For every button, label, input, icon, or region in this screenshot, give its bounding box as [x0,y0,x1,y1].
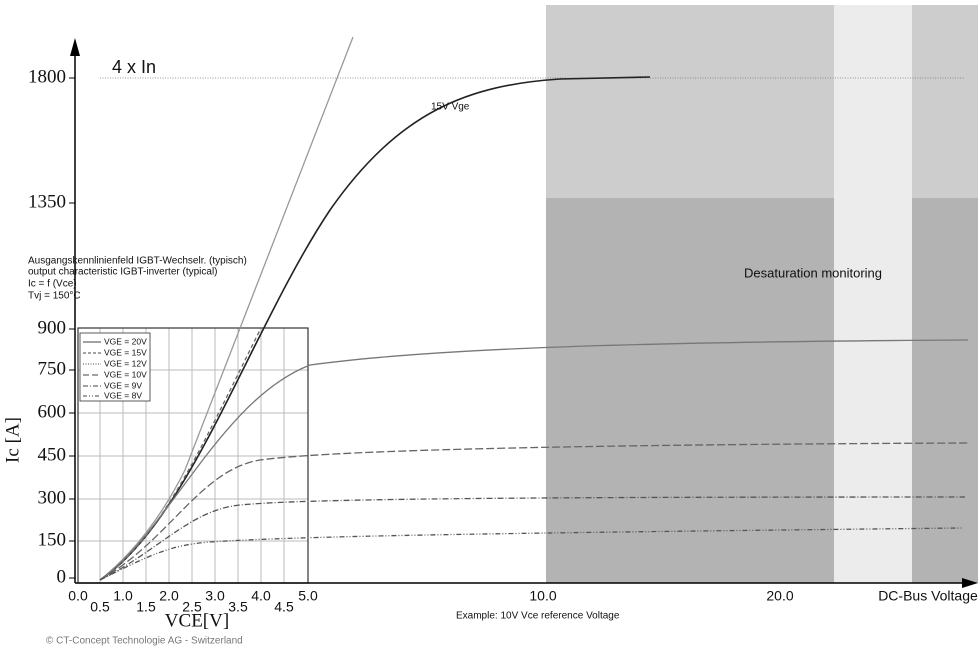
x-tick-label: 2.5 [182,599,202,615]
inset-line: output characteristic IGBT-inverter (typ… [28,267,218,278]
x-tick-label: 5.0 [298,588,318,604]
x-tick-label: 20.0 [766,588,793,604]
example-label: Example: 10V Vce reference Voltage [456,611,620,622]
region-top [546,5,834,198]
y-tick-label: 300 [38,487,67,508]
x-tick-label: 3.5 [228,599,248,615]
x-end-label: DC-Bus Voltage [878,588,978,604]
y-ticks: 0 150 300 450 600 750 900 1350 1800 [28,66,75,587]
legend: VGE = 20V VGE = 15V VGE = 12V VGE = 10V … [104,336,147,400]
legend-entry: VGE = 9V [104,380,142,390]
x-tick-label: 3.0 [205,588,225,604]
y-tick-label: 1800 [28,66,66,87]
curve-15v-vge [99,76,651,581]
legend-entry: VGE = 10V [104,369,147,379]
x-tick-label: 0.0 [68,588,88,604]
curves [99,36,969,581]
legend-entry: VGE = 20V [104,336,147,346]
y-tick-label: 600 [38,401,67,422]
x-tick-label: 0.5 [90,599,110,615]
curve-12v [99,339,969,581]
y-tick-label: 900 [38,317,67,338]
y-tick-label: 1350 [28,191,66,212]
region-bottom [912,198,978,583]
y-tick-label: 750 [38,358,67,379]
curve-8v [99,527,963,581]
inset-line: Ausgangskennlinienfeld IGBT-Wechselr. (t… [28,256,247,267]
legend-entry: VGE = 8V [104,390,142,400]
legend-swatches [83,341,101,397]
y-axis-title: Ic [A] [2,417,23,463]
region-gap [834,5,912,583]
y-tick-label: 0 [57,566,67,587]
region-bottom [546,198,834,583]
region-label: Desaturation monitoring [744,265,882,280]
legend-entry: VGE = 15V [104,347,147,357]
x-arrow [962,578,978,588]
legend-box [79,332,151,402]
x-tick-label: 1.0 [113,588,133,604]
x-axis-title: VCE[V] [165,610,229,631]
curve-9v [99,496,966,581]
inset-line: Tvj = 150°C [28,291,81,302]
curve-label: 15V Vge [431,102,470,113]
inset-line: Ic = f (Vce) [28,279,77,290]
nominal-label: 4 x In [112,57,156,77]
region-top [912,5,978,198]
x-ticks: 0.0 1.0 2.0 3.0 4.0 5.0 10.0 20.0 0.5 1.5 2.5 3.5 4.… [68,588,794,615]
curve-15v [99,329,261,581]
axes [74,45,970,584]
legend-entry: VGE = 12V [104,358,147,368]
y-tick-label: 450 [38,444,67,465]
x-tick-label: 10.0 [529,588,556,604]
copyright: © CT-Concept Technologie AG - Switzerlan… [46,636,243,647]
x-tick-label: 1.5 [136,599,156,615]
y-tick-label: 150 [38,529,67,550]
x-tick-label: 2.0 [159,588,179,604]
x-tick-label: 4.5 [274,599,294,615]
curve-10v [99,442,969,581]
x-tick-label: 4.0 [251,588,271,604]
y-arrow [70,38,80,56]
